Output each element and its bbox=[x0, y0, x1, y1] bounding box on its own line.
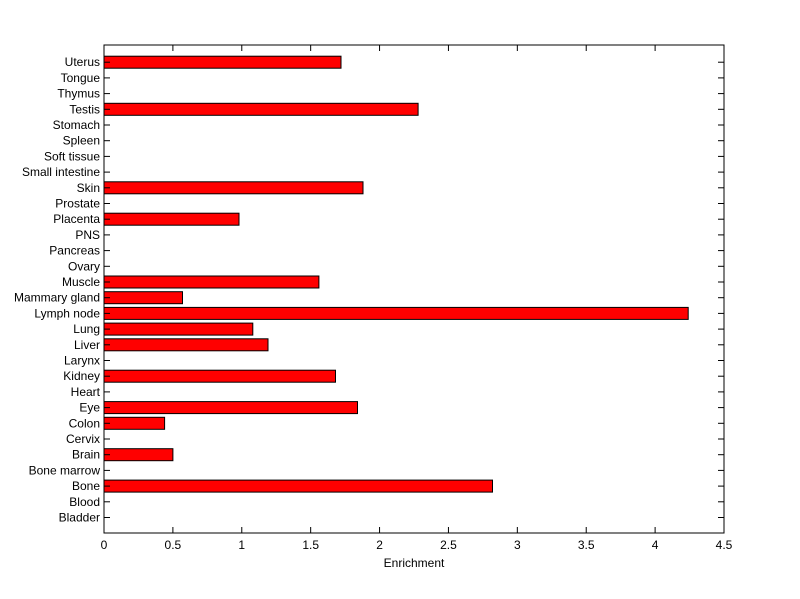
x-tick-label: 0.5 bbox=[165, 538, 182, 552]
y-tick-label: Brain bbox=[72, 448, 100, 462]
y-tick-label: Spleen bbox=[63, 134, 100, 148]
y-tick-label: Kidney bbox=[63, 369, 100, 383]
y-tick-label: Bone marrow bbox=[29, 463, 101, 477]
bar-colon bbox=[103, 416, 166, 430]
y-tick-label: Lung bbox=[73, 322, 100, 336]
y-tick-label: Uterus bbox=[65, 55, 100, 69]
x-tick-label: 1.5 bbox=[302, 538, 319, 552]
y-tick-label: Bone bbox=[72, 479, 100, 493]
y-tick-label: Muscle bbox=[62, 275, 100, 289]
y-tick-label: Mammary gland bbox=[14, 291, 100, 305]
bar-eye bbox=[103, 401, 358, 415]
bar-muscle bbox=[103, 275, 320, 289]
x-tick-label: 2.5 bbox=[440, 538, 457, 552]
y-tick-label: Eye bbox=[79, 401, 100, 415]
y-tick-label: Cervix bbox=[66, 432, 100, 446]
y-tick-label: Blood bbox=[69, 495, 100, 509]
bar-lung bbox=[103, 322, 254, 336]
y-tick-label: Testis bbox=[69, 102, 100, 116]
y-tick-label: PNS bbox=[75, 228, 100, 242]
y-tick-label: Larynx bbox=[64, 354, 100, 368]
x-tick-label: 0 bbox=[101, 538, 108, 552]
bar-lymph-node bbox=[103, 306, 689, 320]
x-tick-label: 4.5 bbox=[716, 538, 733, 552]
bar-testis bbox=[103, 102, 419, 116]
y-tick-label: Small intestine bbox=[22, 165, 100, 179]
y-tick-label: Ovary bbox=[68, 259, 100, 273]
bar-kidney bbox=[103, 369, 336, 383]
bar-brain bbox=[103, 448, 174, 462]
y-tick-label: Prostate bbox=[55, 197, 100, 211]
y-tick-label: Colon bbox=[69, 416, 100, 430]
y-tick-label: Pancreas bbox=[49, 244, 100, 258]
bar-bone bbox=[103, 479, 493, 493]
x-tick-label: 3.5 bbox=[578, 538, 595, 552]
plot-frame bbox=[103, 44, 725, 534]
x-axis-label: Enrichment bbox=[384, 556, 445, 570]
y-tick-label: Lymph node bbox=[34, 306, 100, 320]
y-tick-label: Liver bbox=[74, 338, 100, 352]
bar-skin bbox=[103, 181, 364, 195]
y-tick-label: Placenta bbox=[53, 212, 100, 226]
y-tick-label: Thymus bbox=[57, 87, 100, 101]
x-tick-label: 4 bbox=[652, 538, 659, 552]
bar-mammary-gland bbox=[103, 291, 183, 305]
plot-background bbox=[104, 45, 724, 533]
y-tick-label: Bladder bbox=[59, 511, 100, 525]
y-tick-label: Heart bbox=[71, 385, 101, 399]
bar-placenta bbox=[103, 212, 240, 226]
y-tick-label: Soft tissue bbox=[44, 149, 100, 163]
x-tick-label: 2 bbox=[376, 538, 383, 552]
bar-liver bbox=[103, 338, 269, 352]
x-tick-label: 3 bbox=[514, 538, 521, 552]
y-tick-label: Skin bbox=[77, 181, 100, 195]
x-tick-label: 1 bbox=[238, 538, 245, 552]
y-tick-label: Tongue bbox=[61, 71, 101, 85]
bar-uterus bbox=[103, 55, 342, 69]
y-tick-label: Stomach bbox=[53, 118, 100, 132]
